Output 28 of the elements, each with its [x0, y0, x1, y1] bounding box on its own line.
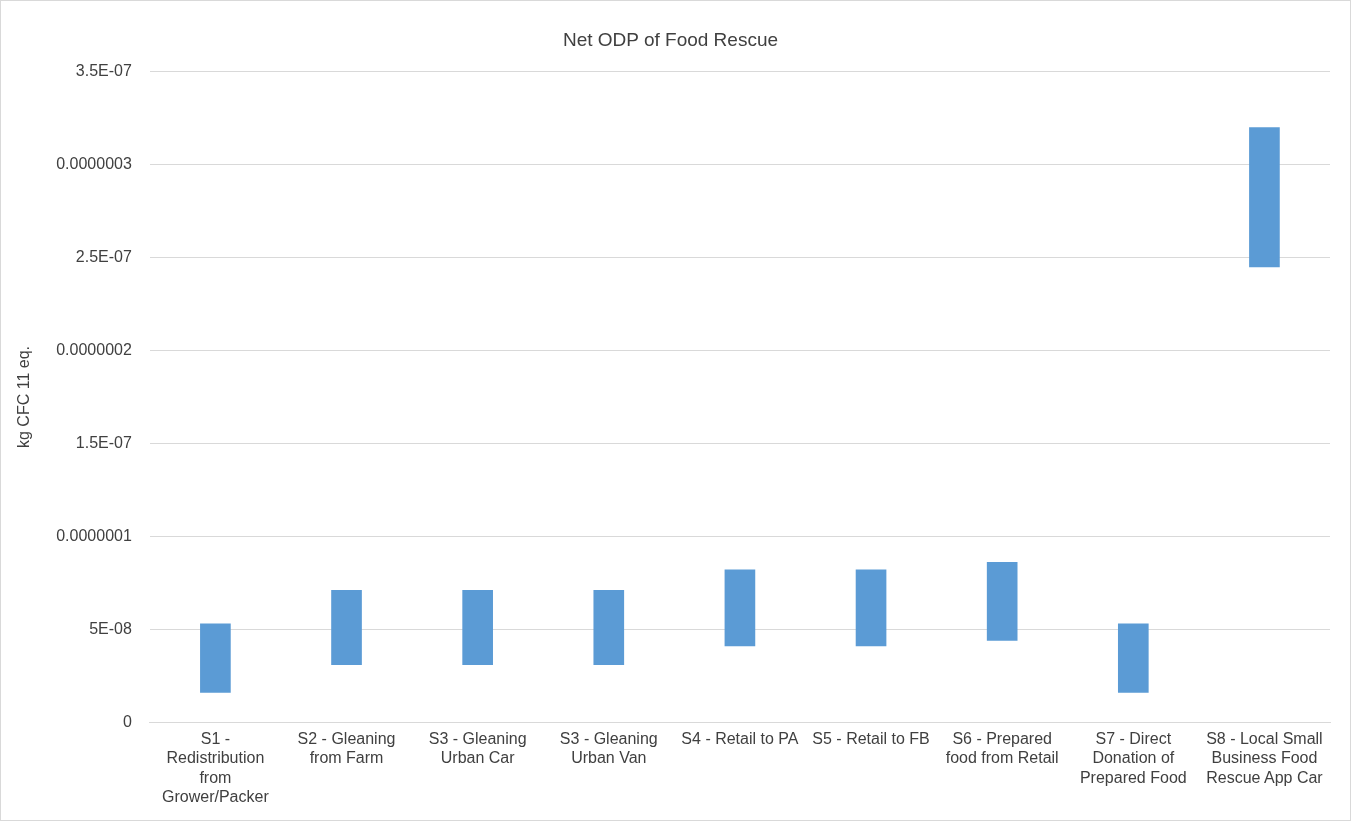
- bar: [462, 589, 493, 665]
- bar: [200, 623, 231, 693]
- x-tick-label: S3 - Gleaning Urban Car: [428, 730, 527, 767]
- x-tick-label: S7 - Direct Donation of Prepared Food: [1079, 730, 1187, 786]
- bar: [1117, 623, 1149, 693]
- y-tick-label: 5E-08: [89, 619, 132, 637]
- y-tick-label: 0.0000002: [56, 340, 132, 358]
- y-tick-label: 0.0000003: [56, 155, 132, 173]
- x-tick-label: S6 - Prepared food from Retail: [945, 730, 1059, 767]
- bar: [1249, 127, 1280, 268]
- y-tick-label: 2.5E-07: [75, 248, 132, 266]
- y-tick-label: 0.0000001: [56, 526, 132, 544]
- bar: [986, 562, 1018, 641]
- chart-title: Net ODP of Food Rescue: [562, 28, 779, 50]
- x-tick-label: S1 - Redistribution from Grower/Packer: [162, 730, 270, 805]
- y-axis-title: kg CFC 11 eq.: [15, 346, 33, 448]
- bar: [331, 589, 362, 665]
- x-tick-label: S5 - Retail to FB: [812, 730, 930, 748]
- y-tick-label: 1.5E-07: [75, 433, 132, 451]
- x-tick-label: S3 - Gleaning Urban Van: [559, 730, 658, 767]
- x-tick-label: S4 - Retail to PA: [681, 730, 799, 748]
- x-tick-label: S8 - Local Small Business Food Rescue App Car: [1206, 730, 1324, 786]
- bar: [724, 569, 756, 647]
- y-tick-label: 0: [122, 712, 132, 730]
- x-tick-label: S2 - Gleaning from Farm: [297, 730, 396, 767]
- bar: [855, 569, 887, 647]
- bar: [593, 589, 625, 665]
- y-tick-label: 3.5E-07: [75, 62, 132, 80]
